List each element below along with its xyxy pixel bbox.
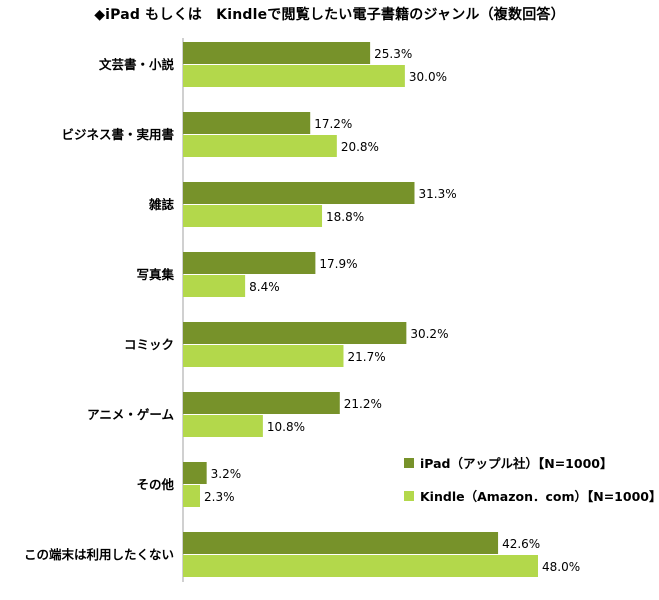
kindle-bar — [183, 485, 201, 507]
ipad-bar — [183, 42, 371, 64]
data-label: 20.8% — [341, 140, 379, 154]
data-label: 10.8% — [267, 420, 305, 434]
data-label: 30.2% — [410, 327, 448, 341]
ipad-bar — [183, 462, 207, 484]
value-labels: 25.3% 30.0% 17.2% 20.8% 31.3% 18.8% 17.9% 8.4% 3… — [204, 47, 580, 574]
legend: iPad（アップル社）【N=1000】 Kindle（Amazon．com）【N=… — [404, 456, 659, 504]
chart-title: ◆iPad もしくは Kindleで閲覧したい電子書籍のジャンル（複数回答） — [94, 7, 565, 23]
ipad-bar — [183, 392, 340, 414]
kindle-bar — [183, 555, 538, 577]
category-label: この端末は利用したくない — [24, 547, 174, 562]
kindle-bar — [183, 275, 246, 297]
legend-swatch-kindle — [404, 491, 414, 501]
ipad-bar — [183, 252, 316, 274]
ipad-bar — [183, 322, 407, 344]
data-label: 21.2% — [344, 397, 382, 411]
data-label: 17.2% — [314, 117, 352, 131]
category-label: ビジネス書・実用書 — [61, 127, 174, 142]
category-label: コミック — [124, 337, 174, 352]
category-label: 雑誌 — [148, 197, 175, 212]
legend-swatch-ipad — [404, 458, 414, 468]
category-label: アニメ・ゲーム — [87, 407, 174, 422]
kindle-bar — [183, 345, 344, 367]
ipad-bar — [183, 182, 415, 204]
kindle-bar — [183, 205, 323, 227]
category-labels: 文芸書・小説ビジネス書・実用書雑誌写真集コミックアニメ・ゲームその他この端末は利… — [24, 57, 175, 562]
data-label: 17.9% — [319, 257, 357, 271]
bars — [183, 42, 538, 577]
data-label: 31.3% — [418, 187, 456, 201]
kindle-bar — [183, 135, 337, 157]
data-label: 48.0% — [542, 560, 580, 574]
data-label: 30.0% — [409, 70, 447, 84]
ipad-bar — [183, 112, 311, 134]
data-label: 2.3% — [204, 490, 235, 504]
data-label: 3.2% — [211, 467, 242, 481]
data-label: 8.4% — [249, 280, 280, 294]
legend-label-ipad: iPad（アップル社）【N=1000】 — [420, 456, 612, 471]
category-label: その他 — [136, 477, 174, 492]
data-label: 18.8% — [326, 210, 364, 224]
data-label: 25.3% — [374, 47, 412, 61]
category-label: 文芸書・小説 — [99, 57, 175, 72]
ipad-bar — [183, 532, 499, 554]
data-label: 42.6% — [502, 537, 540, 551]
category-label: 写真集 — [136, 267, 174, 282]
data-label: 21.7% — [347, 350, 385, 364]
kindle-bar — [183, 65, 405, 87]
legend-label-kindle: Kindle（Amazon．com）【N=1000】 — [420, 489, 659, 504]
kindle-bar — [183, 415, 263, 437]
